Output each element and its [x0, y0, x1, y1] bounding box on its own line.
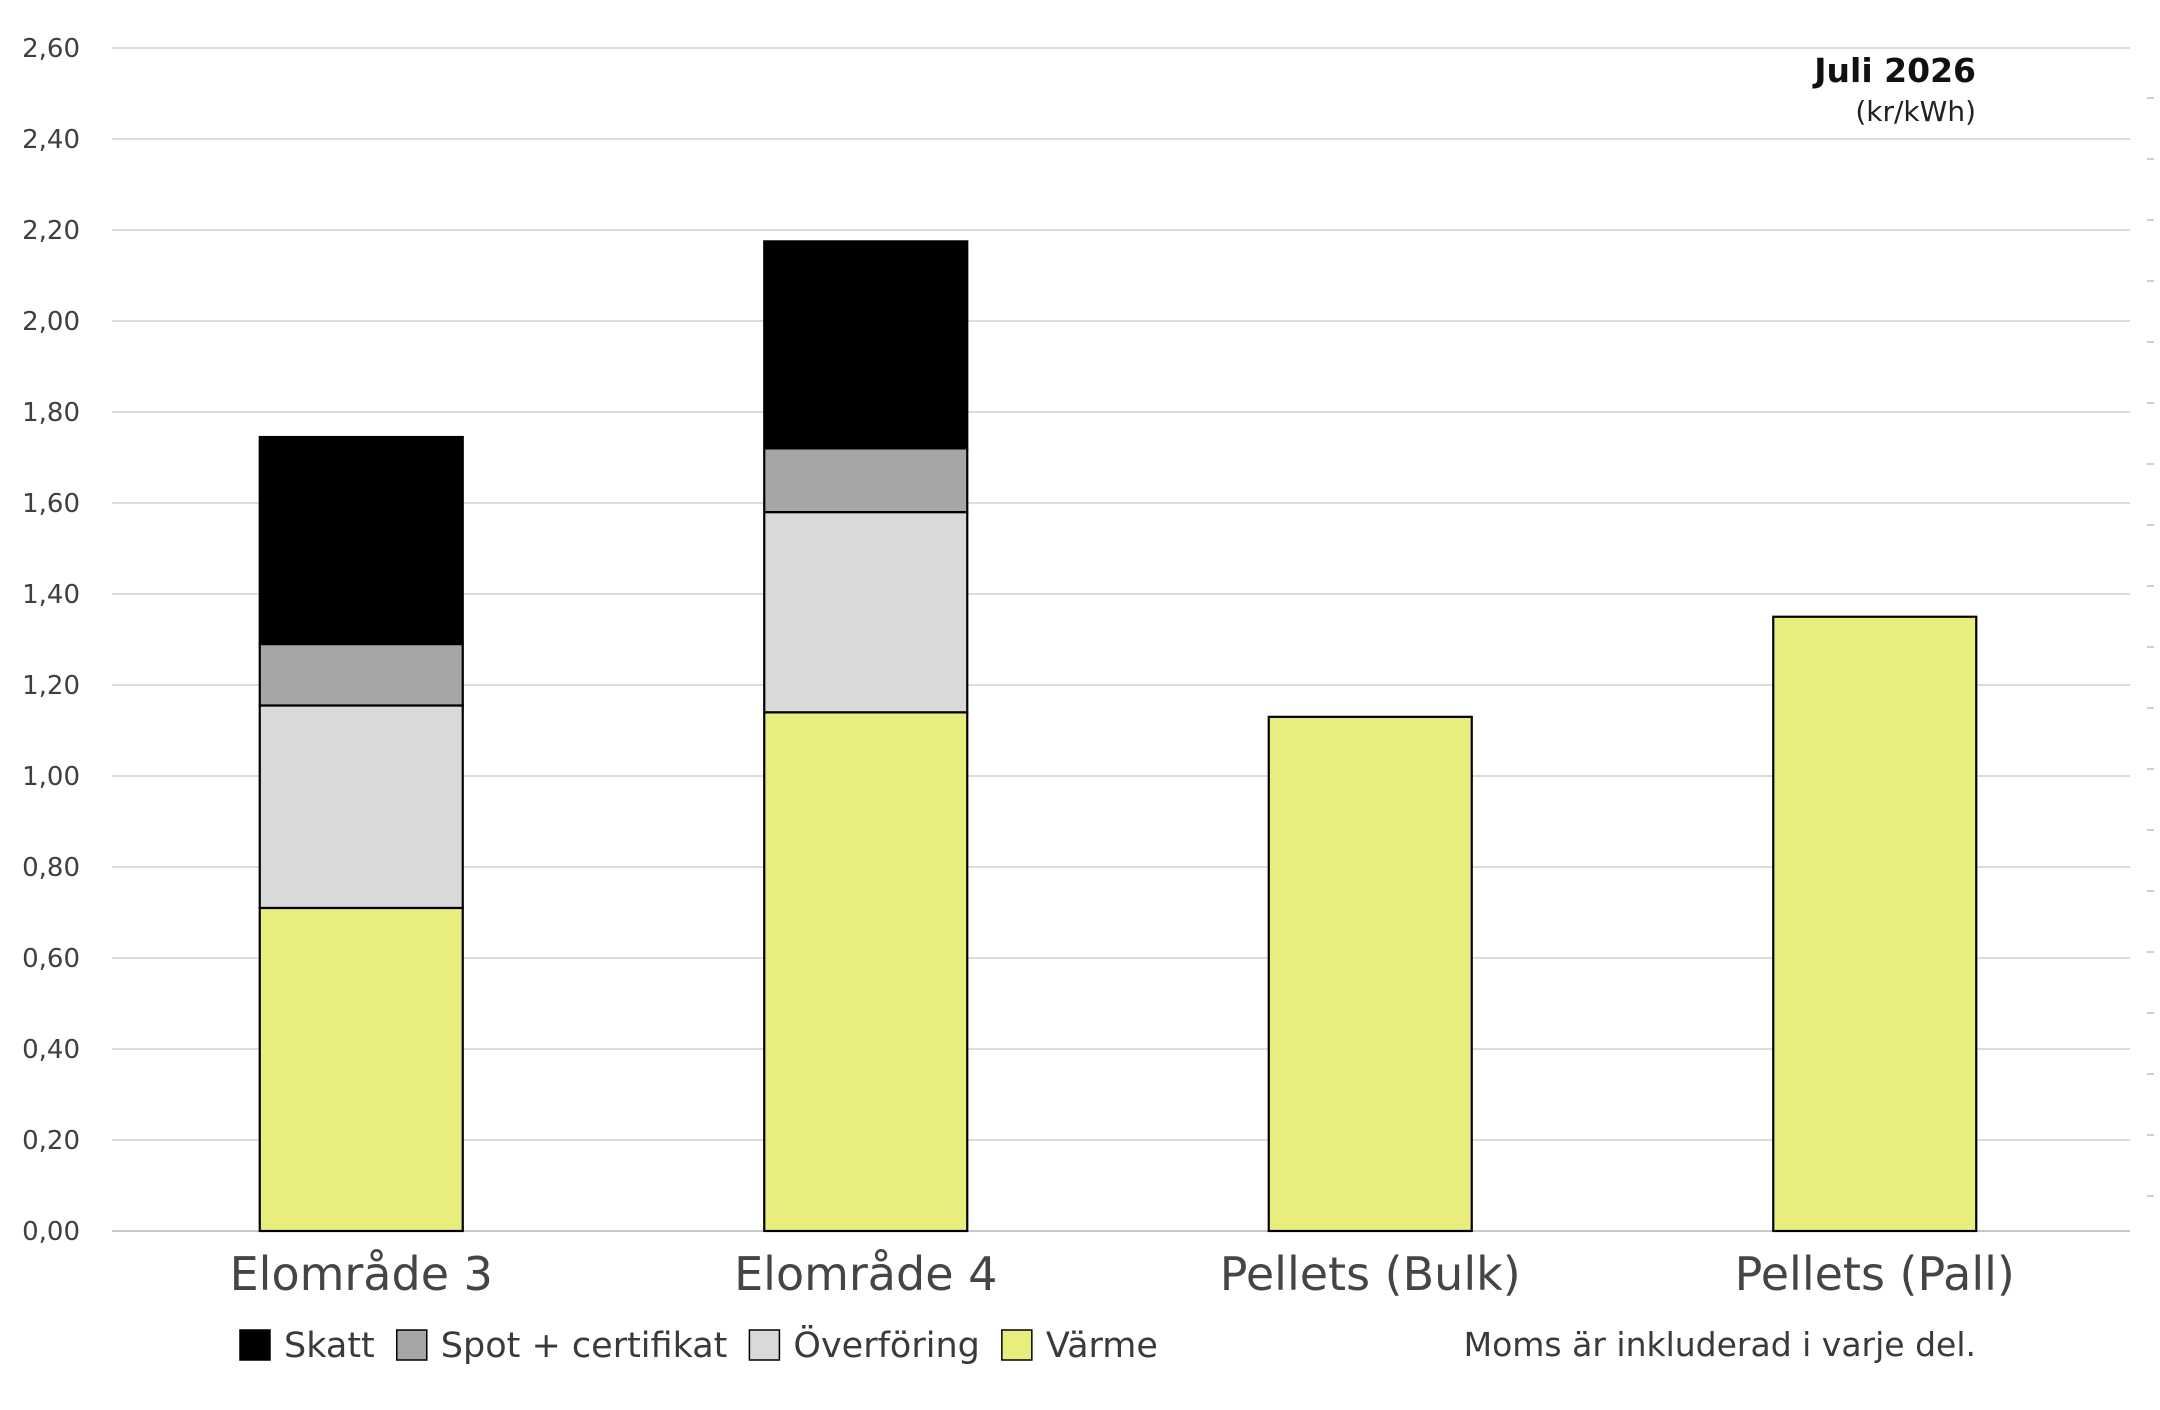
y-tick-label: 0,40	[22, 1035, 80, 1065]
legend-swatch	[396, 1329, 428, 1361]
y-tick-label: 0,20	[22, 1126, 80, 1156]
bar-segment	[763, 711, 969, 1233]
chart-title: Juli 2026	[1812, 51, 1976, 90]
bar-segment	[1267, 715, 1473, 1233]
x-category-label: Elområde 3	[230, 1247, 493, 1301]
legend-label: Skatt	[284, 1326, 375, 1366]
legend-swatch	[1001, 1329, 1033, 1361]
y-tick-label: 2,00	[22, 307, 80, 337]
legend-swatch	[239, 1329, 271, 1361]
bar-segment	[763, 510, 969, 714]
legend-label: Värme	[1046, 1326, 1158, 1366]
y-tick-label: 2,20	[22, 216, 80, 246]
y-tick-label: 0,60	[22, 944, 80, 974]
legend-label: Spot + certifikat	[441, 1326, 728, 1366]
x-category-label: Elområde 4	[734, 1247, 997, 1301]
y-tick-label: 2,60	[22, 34, 80, 64]
y-tick-label: 0,80	[22, 853, 80, 883]
legend-label: Överföring	[793, 1324, 979, 1366]
x-axis-labels: Elområde 3 Elområde 4 Pellets (Bulk) Pellet…	[230, 1247, 2015, 1301]
y-tick-label: 2,40	[22, 125, 80, 155]
right-edge-ticks	[2147, 97, 2154, 1197]
bar-segment	[258, 906, 464, 1233]
y-tick-label: 0,00	[22, 1217, 80, 1247]
x-category-label: Pellets (Pall)	[1735, 1247, 2015, 1301]
x-category-label: Pellets (Bulk)	[1220, 1247, 1521, 1301]
y-tick-label: 1,00	[22, 762, 80, 792]
y-tick-label: 1,20	[22, 671, 80, 701]
bar-segment	[258, 642, 464, 707]
bar-segment	[258, 435, 464, 646]
y-tick-label: 1,40	[22, 580, 80, 610]
bar-segment	[1772, 615, 1978, 1233]
bar-segment	[763, 240, 969, 450]
legend: Skatt Spot + certifikat Överföring Värme	[239, 1324, 1158, 1366]
bars	[258, 240, 1978, 1233]
y-tick-label: 1,80	[22, 398, 80, 428]
y-tick-label: 1,60	[22, 489, 80, 519]
y-axis-ticks: 0,00 0,20 0,40 0,60 0,80 1,00 1,20 1,40 1,60 1,80…	[22, 34, 80, 1247]
bar-segment	[258, 704, 464, 910]
vat-note: Moms är inkluderad i varje del.	[1464, 1325, 1976, 1364]
legend-swatch	[748, 1329, 781, 1361]
bar-segment	[763, 447, 969, 514]
chart-unit: (kr/kWh)	[1855, 95, 1976, 128]
